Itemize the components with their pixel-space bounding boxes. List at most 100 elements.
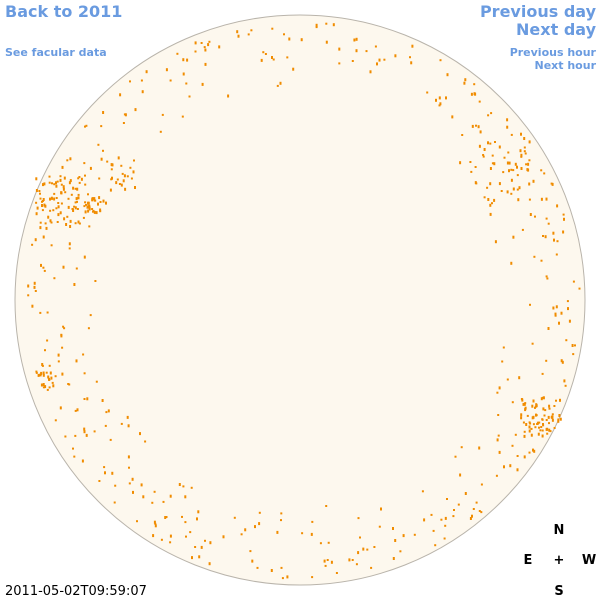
facula: [330, 560, 333, 564]
facula: [558, 414, 561, 417]
facula: [48, 386, 51, 389]
facula: [288, 37, 291, 41]
facula: [196, 517, 198, 521]
facula: [489, 212, 492, 216]
facula: [524, 406, 527, 410]
facula: [254, 525, 256, 529]
back-link[interactable]: Back to 2011: [5, 2, 122, 21]
facula: [272, 58, 275, 61]
facula: [383, 58, 386, 61]
facula: [523, 455, 526, 459]
facula: [258, 511, 261, 514]
facula: [82, 353, 85, 356]
facula: [512, 235, 515, 239]
facula: [478, 510, 481, 512]
facula: [59, 175, 62, 178]
facula: [503, 465, 505, 469]
facular-link[interactable]: See facular data: [5, 46, 107, 59]
previous-hour-link[interactable]: Previous hour: [510, 46, 597, 59]
facula: [54, 375, 57, 378]
facula: [44, 204, 47, 208]
facula: [520, 167, 523, 170]
facula: [45, 371, 48, 374]
facula: [55, 207, 58, 210]
facula: [57, 213, 60, 217]
facula: [548, 428, 551, 432]
facula: [120, 422, 123, 425]
facula: [498, 182, 501, 186]
facula: [102, 149, 104, 152]
facula: [87, 327, 90, 330]
facula: [471, 124, 474, 128]
facula: [129, 80, 131, 83]
facula: [399, 550, 402, 553]
facula: [63, 327, 66, 330]
facula: [111, 471, 114, 475]
facula: [153, 490, 156, 493]
facula: [97, 202, 99, 206]
facula: [325, 22, 328, 25]
facula: [42, 386, 45, 389]
facula: [559, 417, 562, 421]
facula: [100, 125, 103, 128]
facula: [353, 38, 356, 42]
facula: [439, 102, 442, 106]
facula: [493, 198, 496, 202]
facula: [104, 471, 106, 475]
facula: [67, 205, 70, 209]
facula: [178, 483, 181, 486]
facula: [69, 157, 72, 161]
facula: [516, 468, 519, 472]
facula: [520, 132, 522, 136]
facula: [118, 183, 121, 185]
next-hour-link[interactable]: Next hour: [535, 59, 597, 72]
facula: [59, 211, 62, 215]
facula: [461, 134, 464, 136]
facula: [197, 510, 200, 514]
facula: [41, 200, 44, 202]
facula: [540, 397, 543, 401]
facula: [438, 104, 441, 107]
facula: [319, 542, 322, 545]
facula: [200, 42, 203, 44]
previous-day-link[interactable]: Previous day: [480, 2, 597, 21]
facula: [286, 56, 289, 59]
facula: [208, 562, 211, 566]
facula: [338, 62, 341, 65]
facula: [106, 160, 109, 163]
facula: [301, 532, 304, 535]
facula: [68, 181, 71, 185]
facula: [60, 202, 63, 205]
facula: [546, 432, 549, 435]
facula: [262, 51, 265, 54]
facula: [292, 67, 295, 71]
facula: [84, 201, 87, 204]
facula: [39, 373, 42, 377]
facula: [493, 162, 496, 166]
facula: [136, 520, 138, 523]
facula: [128, 482, 131, 485]
facula: [491, 202, 493, 205]
facula: [548, 407, 551, 410]
facula: [547, 222, 550, 225]
facula: [475, 182, 478, 185]
facula: [533, 255, 536, 258]
facula: [45, 226, 48, 230]
facula: [521, 228, 524, 231]
facula: [446, 73, 449, 77]
next-day-link[interactable]: Next day: [516, 20, 597, 39]
facula: [563, 217, 565, 221]
facula: [517, 198, 520, 202]
facula: [506, 161, 509, 165]
facula: [452, 515, 455, 518]
facula: [541, 396, 544, 399]
facula: [68, 383, 71, 386]
facula: [532, 399, 535, 403]
facula: [520, 153, 523, 157]
facula: [107, 409, 110, 413]
facula: [84, 125, 86, 128]
facula: [46, 311, 49, 314]
facula: [176, 52, 179, 55]
facula: [532, 179, 535, 183]
facula: [528, 159, 531, 162]
